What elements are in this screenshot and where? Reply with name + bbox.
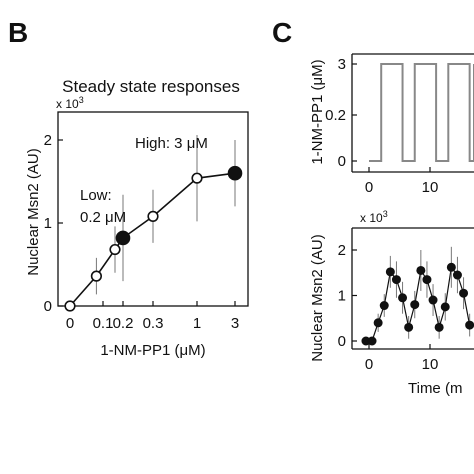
time-data-point — [434, 322, 444, 332]
top-y-tick-label: 0 — [338, 153, 346, 170]
bottom-y-multiplier-label: x 103 — [360, 209, 388, 225]
top-y-axis-label: 1-NM-PP1 (μM) — [309, 59, 326, 164]
bottom-y-axis-label: Nuclear Msn2 (AU) — [309, 234, 326, 362]
time-data-point — [422, 275, 432, 285]
time-data-point — [385, 267, 395, 277]
bottom-x-tick-label: 0 — [365, 356, 373, 373]
time-data-point — [428, 295, 438, 305]
time-data-point — [410, 300, 420, 310]
chart-title: Steady state responses — [62, 77, 240, 96]
open-data-point — [191, 172, 203, 184]
open-data-point — [147, 210, 159, 222]
time-data-point — [373, 318, 383, 328]
open-data-point — [90, 270, 102, 282]
x-tick-label: 0.3 — [143, 315, 164, 332]
time-data-point — [379, 301, 389, 311]
annotation-high: High: 3 μM — [135, 135, 208, 152]
y-tick-label: 0 — [44, 298, 52, 315]
x-axis-label: 1-NM-PP1 (μM) — [100, 342, 205, 359]
bottom-y-tick-label: 0 — [338, 333, 346, 350]
time-data-point — [452, 270, 462, 280]
panel-b-letter: B — [8, 17, 28, 48]
bottom-x-axis-label: Time (m — [408, 380, 462, 397]
annotation-low-line-1: Low: — [80, 187, 112, 204]
x-tick-label: 0.1 — [93, 315, 114, 332]
time-data-point — [404, 322, 414, 332]
open-data-point — [64, 300, 76, 312]
y-tick-label: 1 — [44, 215, 52, 232]
bottom-y-tick-label: 1 — [338, 288, 346, 305]
time-data-point — [446, 262, 456, 272]
pulse-step-trace — [369, 63, 474, 162]
top-x-tick-label: 0 — [365, 179, 373, 196]
time-data-point — [391, 275, 401, 285]
bottom-y-tick-label: 2 — [338, 242, 346, 259]
top-x-tick-label: 10 — [422, 179, 439, 196]
x-tick-label: 0 — [66, 315, 74, 332]
y-multiplier-label: x 103 — [56, 95, 84, 111]
panel-c: C 0 0.2 3 0 10 1-NM-PP1 (μM) x 103 0 1 2 0 10 Nuclear… — [272, 17, 474, 397]
time-data-point — [465, 320, 474, 330]
time-data-point — [459, 288, 469, 298]
time-data-point — [440, 302, 450, 312]
filled-data-point — [115, 230, 131, 246]
time-data-point — [416, 265, 426, 275]
time-data-point — [398, 293, 408, 303]
y-axis-label: Nuclear Msn2 (AU) — [25, 148, 42, 276]
time-data-point — [367, 336, 377, 346]
bottom-x-tick-label: 10 — [422, 356, 439, 373]
top-y-tick-label: 3 — [338, 56, 346, 73]
annotation-low-line-2: 0.2 μM — [80, 209, 126, 226]
x-tick-label: 1 — [193, 315, 201, 332]
x-tick-label: 3 — [231, 315, 239, 332]
x-tick-label: 0.2 — [113, 315, 134, 332]
y-tick-label: 2 — [44, 132, 52, 149]
panel-c-letter: C — [272, 17, 292, 48]
filled-data-point — [227, 165, 243, 181]
open-data-point — [109, 243, 121, 256]
top-y-tick-label: 0.2 — [325, 107, 346, 124]
